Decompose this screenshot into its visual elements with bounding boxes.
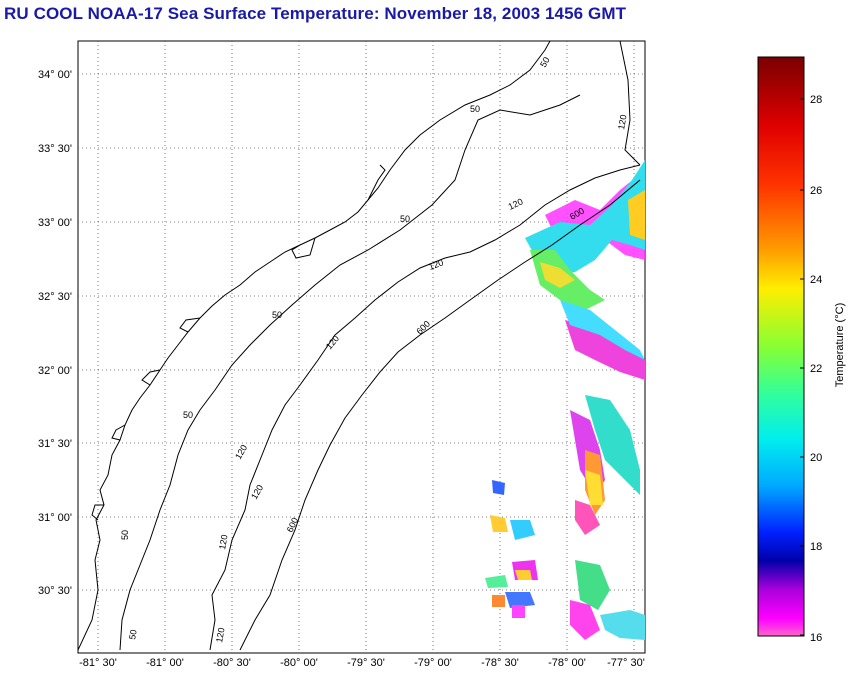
sst-patch-west-cyan xyxy=(510,520,535,540)
sst-patch-west-yellow-2 xyxy=(515,570,532,580)
sst-patch-west-orange xyxy=(492,595,505,607)
isobath-label: 50 xyxy=(470,104,480,114)
colorbar-tick-label: 18 xyxy=(810,541,822,553)
isobath-label: 120 xyxy=(217,534,229,551)
isobath-label: 50 xyxy=(127,629,139,641)
map-frame xyxy=(77,40,646,654)
isobath-120-ne xyxy=(619,41,641,166)
lon-tick-label: -81° 00' xyxy=(146,657,184,669)
lon-tick-label: -80° 00' xyxy=(280,657,318,669)
colorbar-label: Temperature (°C) xyxy=(834,303,846,387)
sst-patch-magenta-mid xyxy=(565,320,645,380)
isobath-600 xyxy=(239,179,641,651)
map-title: RU COOL NOAA-17 Sea Surface Temperature:… xyxy=(4,4,627,23)
longitude-axis: -81° 30' -81° 00' -80° 30' -80° 00' -79°… xyxy=(79,657,645,669)
sst-patch-west-blue-2 xyxy=(505,592,535,608)
isobath-label: 120 xyxy=(427,257,445,272)
lat-tick-label: 31° 30' xyxy=(38,438,72,450)
isobath-50 xyxy=(119,94,581,651)
sst-patch-pink-south xyxy=(575,500,600,535)
sst-patch-cyan xyxy=(525,160,645,275)
isobath-label: 50 xyxy=(120,530,130,540)
sst-patch-yellow-south xyxy=(585,470,603,505)
sst-patch-yellow-mid xyxy=(540,262,575,288)
sst-patch-west-green xyxy=(485,575,508,588)
isobath-label: 120 xyxy=(214,627,226,644)
coastline xyxy=(78,41,551,651)
isobath-label: 50 xyxy=(538,55,552,69)
sst-patch-yellow-ne xyxy=(628,190,645,240)
latitude-axis: 34° 00' 33° 30' 33° 00' 32° 30' 32° 00' … xyxy=(38,69,72,597)
lat-tick-label: 33° 00' xyxy=(38,217,72,229)
lon-tick-label: -79° 00' xyxy=(414,657,452,669)
colorbar-tick-label: 16 xyxy=(810,632,822,644)
isobaths xyxy=(119,41,641,651)
colorbar-tick-label: 26 xyxy=(810,185,822,197)
isobath-label: 50 xyxy=(183,410,193,420)
lon-tick-label: -77° 30' xyxy=(607,657,645,669)
lat-tick-label: 34° 00' xyxy=(38,69,72,81)
lon-tick-label: -78° 30' xyxy=(481,657,519,669)
lon-tick-label: -81° 30' xyxy=(79,657,117,669)
colorbar-tick-label: 20 xyxy=(810,452,822,464)
sst-patch-west-blue xyxy=(492,480,505,495)
sst-patch-west-magenta-2 xyxy=(512,605,525,618)
sst-patch-southeast-cyan xyxy=(600,610,645,640)
colorbar-tick-label: 24 xyxy=(810,274,822,286)
lat-tick-label: 32° 00' xyxy=(38,365,72,377)
isobath-label: 50 xyxy=(400,214,410,224)
lat-tick-label: 33° 30' xyxy=(38,143,72,155)
isobath-label: 120 xyxy=(616,114,628,131)
lon-tick-label: -79° 30' xyxy=(347,657,385,669)
isobath-120 xyxy=(209,164,641,651)
colorbar-tick-label: 22 xyxy=(810,363,822,375)
lon-tick-label: -80° 30' xyxy=(213,657,251,669)
sst-patch-far-south xyxy=(575,560,610,610)
lat-tick-label: 31° 00' xyxy=(38,512,72,524)
sst-patch-west-yellow xyxy=(490,515,508,532)
colorbar xyxy=(757,56,805,637)
sst-patch-south-cyan xyxy=(585,395,640,495)
sst-patch-cyan-mid xyxy=(560,300,645,360)
colorbar-ticks: 28 26 24 22 20 18 16 xyxy=(800,94,822,644)
isobath-label: 50 xyxy=(272,310,282,320)
sst-patch-far-south-magenta xyxy=(570,600,600,640)
lat-tick-label: 32° 30' xyxy=(38,291,72,303)
lat-tick-label: 30° 30' xyxy=(38,585,72,597)
lon-tick-label: -78° 00' xyxy=(548,657,586,669)
colorbar-tick-label: 28 xyxy=(810,94,822,106)
